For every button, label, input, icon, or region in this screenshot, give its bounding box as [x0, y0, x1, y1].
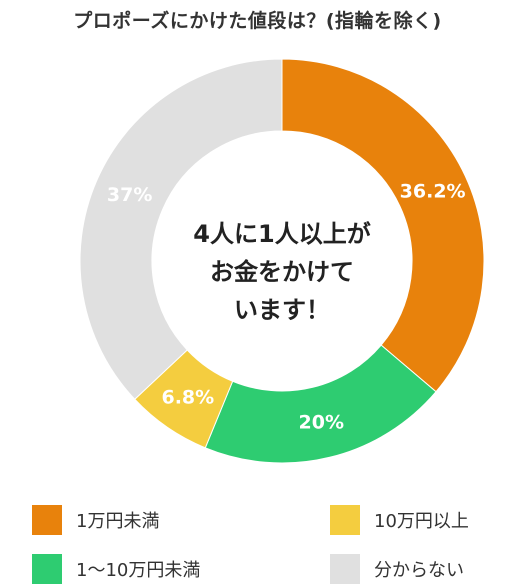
legend-swatch-10k-to-100k	[32, 554, 62, 584]
legend-swatch-under-10k	[32, 505, 62, 535]
legend-swatch-over-100k	[330, 505, 360, 535]
legend-item-10k-to-100k: 1～10万円未満	[32, 554, 200, 584]
donut-slice-1	[204, 344, 437, 464]
slice-label-3: 37%	[107, 184, 152, 206]
legend-item-over-100k: 10万円以上	[330, 505, 469, 535]
legend-item-under-10k: 1万円未満	[32, 505, 159, 535]
slice-label-1: 20%	[299, 411, 344, 433]
legend-label-unknown: 分からない	[374, 560, 464, 581]
donut-slice-3	[79, 58, 283, 400]
center-text-line-3: います！	[234, 296, 330, 324]
legend-swatch-unknown	[330, 554, 360, 584]
legend-label-under-10k: 1万円未満	[76, 511, 160, 532]
slice-label-0: 36.2%	[400, 180, 466, 202]
donut-slice-0	[281, 58, 485, 393]
slice-label-2: 6.8%	[161, 387, 214, 409]
center-text: 4人に1人以上が お金をかけて います！	[193, 220, 370, 324]
chart-title: プロポーズにかけた値段は？(指輪を除く)	[73, 10, 442, 32]
legend-label-10k-to-100k: 1～10万円未満	[76, 560, 201, 581]
legend-label-over-100k: 10万円以上	[374, 511, 469, 532]
center-text-line-1: 4人に1人以上が	[193, 220, 370, 248]
center-text-line-2: お金をかけて	[210, 258, 354, 286]
slice-labels: 36.2% 20% 6.8% 37%	[107, 180, 466, 433]
donut-slices	[79, 58, 485, 464]
legend-item-unknown: 分からない	[330, 554, 464, 584]
